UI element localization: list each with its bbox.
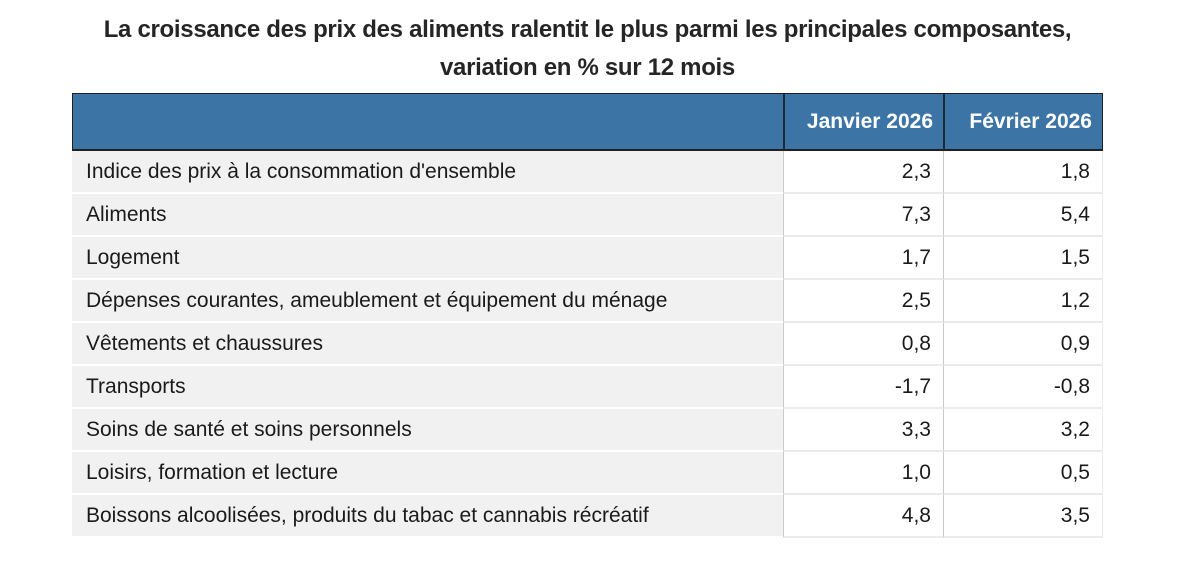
- row-label: Boissons alcoolisées, produits du tabac …: [72, 495, 783, 538]
- value-fevrier: 3,2: [943, 409, 1103, 452]
- chart-title: La croissance des prix des aliments rale…: [103, 16, 1072, 81]
- table-row: Boissons alcoolisées, produits du tabac …: [72, 495, 1103, 538]
- header-cell-janvier-2026: Janvier 2026: [783, 93, 943, 151]
- cpi-components-table: Janvier 2026 Février 2026 Indice des pri…: [72, 93, 1103, 538]
- table-row: Soins de santé et soins personnels 3,3 3…: [72, 409, 1103, 452]
- value-janvier: 1,0: [783, 452, 943, 495]
- value-janvier: 7,3: [783, 194, 943, 237]
- row-label: Logement: [72, 237, 783, 280]
- table-header: Janvier 2026 Février 2026: [72, 93, 1103, 151]
- value-janvier: -1,7: [783, 366, 943, 409]
- table-row: Transports -1,7 -0,8: [72, 366, 1103, 409]
- row-label: Dépenses courantes, ameublement et équip…: [72, 280, 783, 323]
- value-janvier: 3,3: [783, 409, 943, 452]
- table-row: Vêtements et chaussures 0,8 0,9: [72, 323, 1103, 366]
- value-fevrier: 1,5: [943, 237, 1103, 280]
- row-label: Transports: [72, 366, 783, 409]
- value-janvier: 0,8: [783, 323, 943, 366]
- value-janvier: 2,3: [783, 151, 943, 194]
- row-label: Aliments: [72, 194, 783, 237]
- table-row: Logement 1,7 1,5: [72, 237, 1103, 280]
- table-row: Indice des prix à la consommation d'ense…: [72, 151, 1103, 194]
- table-row: Dépenses courantes, ameublement et équip…: [72, 280, 1103, 323]
- value-fevrier: 3,5: [943, 495, 1103, 538]
- value-janvier: 4,8: [783, 495, 943, 538]
- row-label: Loisirs, formation et lecture: [72, 452, 783, 495]
- row-label: Indice des prix à la consommation d'ense…: [72, 151, 783, 194]
- value-fevrier: 1,8: [943, 151, 1103, 194]
- header-cell-fevrier-2026: Février 2026: [943, 93, 1103, 151]
- table-row: Loisirs, formation et lecture 1,0 0,5: [72, 452, 1103, 495]
- row-label: Soins de santé et soins personnels: [72, 409, 783, 452]
- row-label: Vêtements et chaussures: [72, 323, 783, 366]
- value-fevrier: 1,2: [943, 280, 1103, 323]
- value-fevrier: -0,8: [943, 366, 1103, 409]
- value-janvier: 2,5: [783, 280, 943, 323]
- value-fevrier: 0,5: [943, 452, 1103, 495]
- value-fevrier: 0,9: [943, 323, 1103, 366]
- value-janvier: 1,7: [783, 237, 943, 280]
- value-fevrier: 5,4: [943, 194, 1103, 237]
- table-row: Aliments 7,3 5,4: [72, 194, 1103, 237]
- header-cell-empty: [72, 93, 783, 151]
- header-row: Janvier 2026 Février 2026: [72, 93, 1103, 151]
- table-body: Indice des prix à la consommation d'ense…: [72, 151, 1103, 538]
